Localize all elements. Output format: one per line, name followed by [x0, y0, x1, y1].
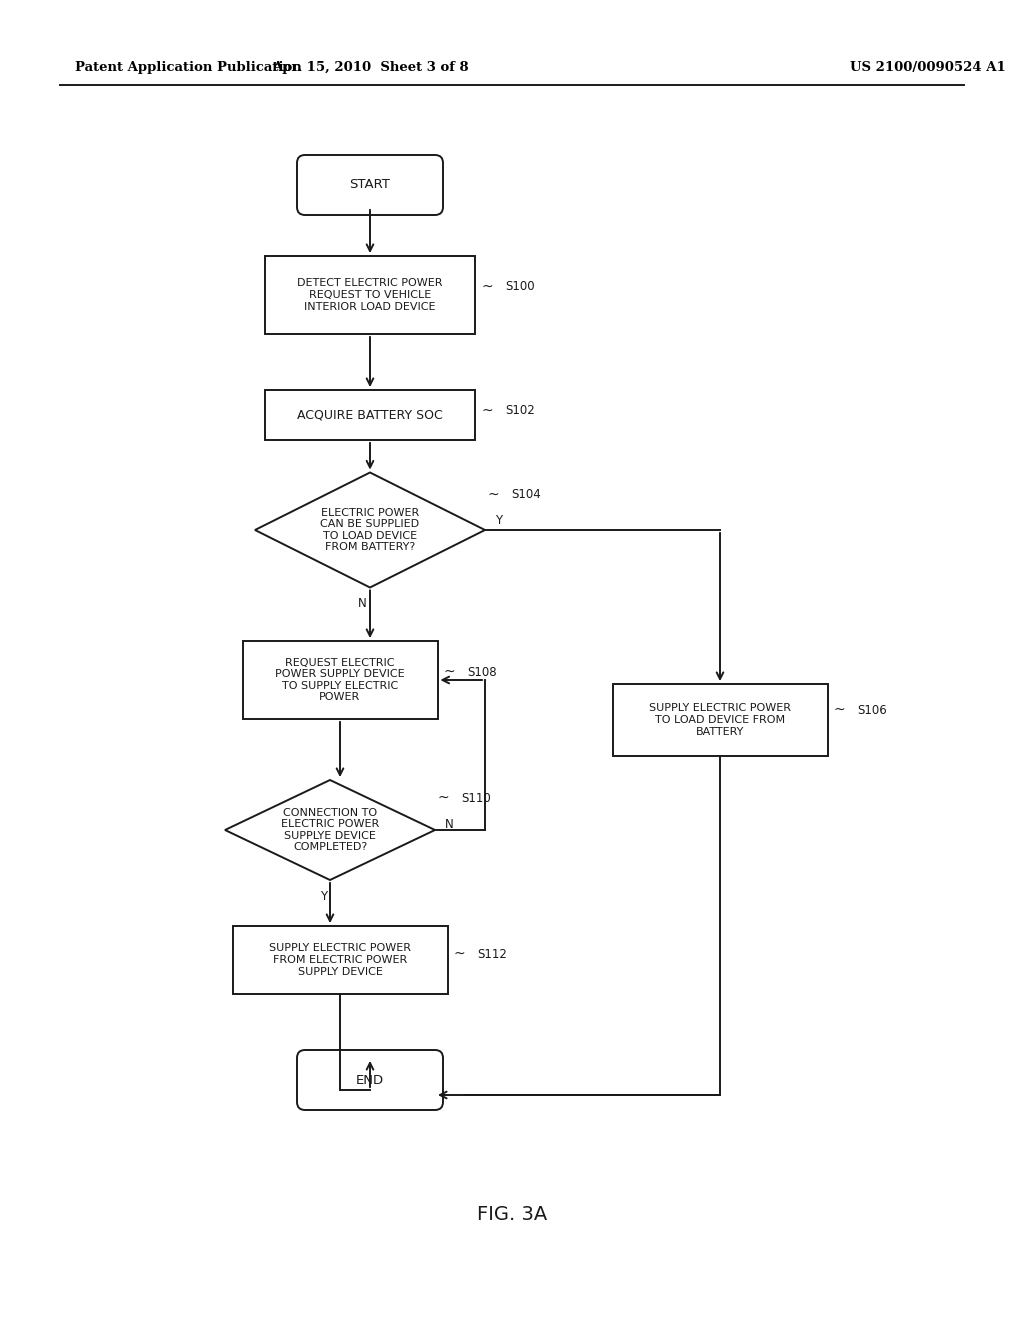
Text: Y: Y [495, 513, 502, 527]
Text: END: END [356, 1073, 384, 1086]
Text: SUPPLY ELECTRIC POWER
TO LOAD DEVICE FROM
BATTERY: SUPPLY ELECTRIC POWER TO LOAD DEVICE FRO… [649, 704, 791, 737]
Bar [265, 256, 475, 334]
Text: Apr. 15, 2010  Sheet 3 of 8: Apr. 15, 2010 Sheet 3 of 8 [271, 62, 468, 74]
Text: ~: ~ [481, 404, 493, 418]
Text: ~: ~ [437, 791, 449, 805]
Text: ~: ~ [834, 704, 846, 717]
Text: ~: ~ [454, 946, 465, 961]
FancyBboxPatch shape [297, 1049, 443, 1110]
Polygon shape [225, 780, 435, 880]
Text: ELECTRIC POWER
CAN BE SUPPLIED
TO LOAD DEVICE
FROM BATTERY?: ELECTRIC POWER CAN BE SUPPLIED TO LOAD D… [321, 508, 420, 552]
Text: S104: S104 [511, 488, 541, 502]
Text: S110: S110 [461, 792, 490, 804]
Text: S112: S112 [477, 948, 507, 961]
Text: N: N [445, 818, 454, 832]
Bar [232, 927, 447, 994]
Text: FIG. 3A: FIG. 3A [477, 1205, 547, 1225]
FancyBboxPatch shape [297, 154, 443, 215]
Text: N: N [357, 597, 367, 610]
Bar [265, 389, 475, 440]
Text: START: START [349, 178, 390, 191]
Text: CONNECTION TO
ELECTRIC POWER
SUPPLYE DEVICE
COMPLETED?: CONNECTION TO ELECTRIC POWER SUPPLYE DEV… [281, 808, 379, 853]
Text: S100: S100 [505, 281, 535, 293]
Bar [243, 642, 437, 719]
Text: S106: S106 [857, 704, 887, 717]
Text: US 2100/0090524 A1: US 2100/0090524 A1 [850, 62, 1006, 74]
Text: SUPPLY ELECTRIC POWER
FROM ELECTRIC POWER
SUPPLY DEVICE: SUPPLY ELECTRIC POWER FROM ELECTRIC POWE… [269, 944, 411, 977]
Text: S108: S108 [468, 665, 497, 678]
Polygon shape [255, 473, 485, 587]
Text: ~: ~ [481, 280, 493, 294]
Text: Y: Y [321, 890, 328, 903]
Text: DETECT ELECTRIC POWER
REQUEST TO VEHICLE
INTERIOR LOAD DEVICE: DETECT ELECTRIC POWER REQUEST TO VEHICLE… [297, 279, 442, 312]
Text: ~: ~ [487, 488, 499, 502]
Text: ACQUIRE BATTERY SOC: ACQUIRE BATTERY SOC [297, 408, 442, 421]
Text: REQUEST ELECTRIC
POWER SUPPLY DEVICE
TO SUPPLY ELECTRIC
POWER: REQUEST ELECTRIC POWER SUPPLY DEVICE TO … [275, 657, 404, 702]
Text: S102: S102 [505, 404, 535, 417]
Text: Patent Application Publication: Patent Application Publication [75, 62, 302, 74]
Bar [612, 684, 827, 756]
Text: ~: ~ [443, 665, 456, 678]
